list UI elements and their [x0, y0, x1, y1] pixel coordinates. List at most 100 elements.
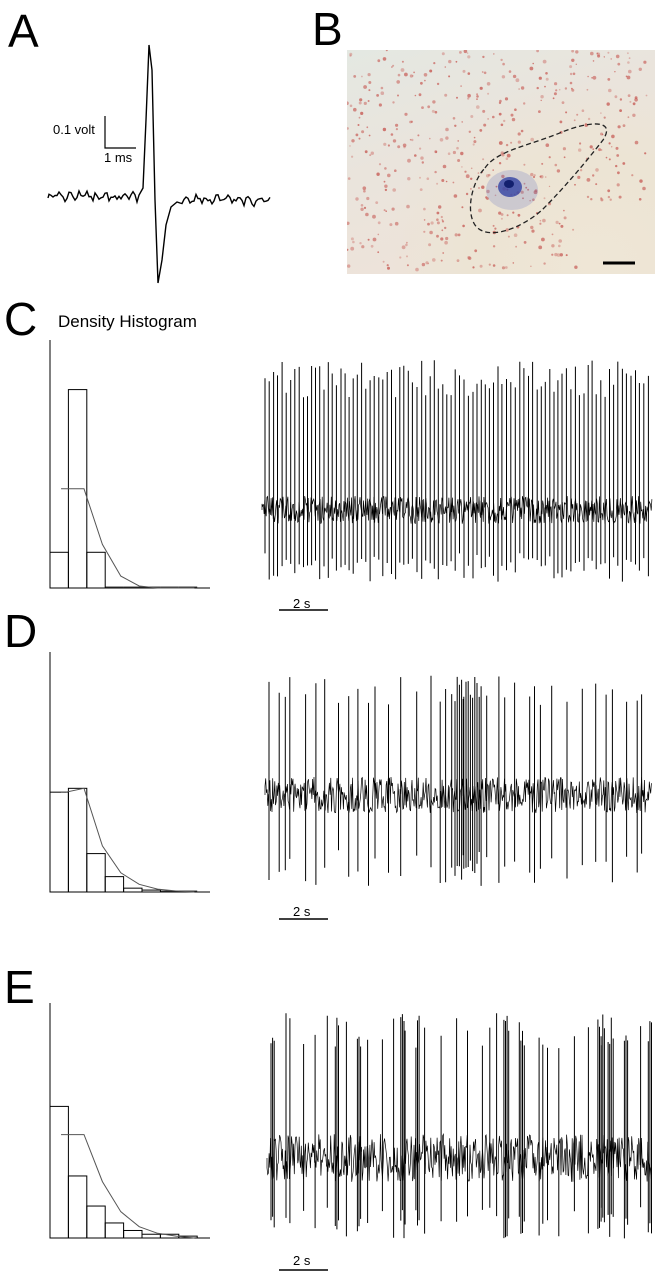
stained-cell: [529, 66, 534, 71]
stained-cell: [441, 219, 444, 221]
stained-cell: [370, 151, 374, 155]
stained-cell: [467, 97, 470, 100]
stained-cell: [608, 142, 611, 145]
nucleus-outline: [469, 123, 608, 234]
stained-cell: [460, 85, 462, 87]
stained-cell: [639, 179, 643, 183]
stained-cell: [367, 100, 370, 102]
stained-cell: [470, 115, 474, 118]
stained-cell: [369, 154, 372, 157]
stained-cell: [578, 148, 582, 152]
stained-cell: [473, 140, 477, 144]
stained-cell: [631, 174, 634, 177]
stained-cell: [444, 240, 448, 245]
stained-cell: [470, 188, 472, 190]
stained-cell: [532, 198, 535, 201]
stained-cell: [359, 242, 362, 245]
stained-cell: [540, 95, 544, 99]
stained-cell: [530, 265, 532, 267]
stained-cell: [350, 246, 355, 251]
stained-cell: [444, 66, 447, 68]
stained-cell: [448, 75, 451, 78]
stained-cell: [642, 186, 646, 191]
stained-cell: [555, 220, 559, 224]
stained-cell: [360, 111, 364, 115]
stained-cell: [505, 157, 509, 160]
stained-cell: [407, 177, 411, 181]
stained-cell: [505, 143, 509, 147]
stained-cell: [464, 170, 467, 173]
stained-cell: [415, 267, 419, 272]
density-fit-curve: [61, 488, 195, 589]
stained-cell: [551, 253, 554, 256]
stained-cell: [485, 196, 488, 199]
stained-cell: [423, 230, 426, 233]
stained-cell: [517, 140, 521, 144]
stained-cell: [429, 69, 433, 73]
voltage-scale-label: 0.1 volt: [53, 122, 95, 137]
stained-cell: [436, 234, 439, 238]
stained-cell: [498, 141, 503, 145]
stained-cell: [571, 88, 575, 92]
stained-cell: [498, 112, 502, 116]
stained-cell: [459, 51, 462, 54]
stained-cell: [512, 74, 517, 79]
stained-cell: [452, 150, 456, 155]
histogram-e: [49, 1003, 210, 1239]
stained-cell: [351, 155, 354, 158]
stained-cell: [358, 116, 361, 119]
stained-cell: [457, 140, 459, 142]
stained-cell: [501, 153, 505, 157]
stained-cell: [468, 130, 471, 133]
stained-cell: [385, 210, 387, 212]
stained-cell: [442, 164, 447, 169]
stained-cell: [363, 189, 366, 193]
stained-cell: [619, 109, 622, 112]
stained-cell: [559, 120, 563, 124]
stained-cell: [479, 264, 483, 268]
stained-cell: [607, 195, 611, 199]
stained-cell: [441, 179, 445, 182]
stained-cell: [600, 132, 603, 136]
stained-cell: [404, 112, 408, 116]
stained-cell: [456, 259, 460, 262]
histogram-bar: [49, 1105, 69, 1239]
stained-cell: [565, 111, 568, 114]
stained-cell: [404, 72, 408, 77]
stained-cell: [363, 206, 367, 209]
spike-trace-e: [266, 1013, 652, 1239]
stained-cell: [440, 259, 443, 262]
stained-cell: [627, 116, 630, 119]
stained-cell: [571, 50, 574, 53]
stained-cell: [412, 75, 414, 77]
stained-cell: [377, 233, 380, 236]
stained-cell: [391, 66, 393, 68]
stained-cell: [529, 200, 531, 202]
stained-cell: [382, 57, 387, 61]
stained-cell: [608, 88, 612, 93]
stained-cell: [511, 117, 516, 122]
stained-cell: [372, 214, 376, 219]
stained-cell: [595, 168, 599, 172]
stained-cell: [638, 198, 642, 201]
stained-cell: [447, 152, 451, 155]
stained-cell: [349, 52, 353, 56]
stained-cell: [364, 150, 368, 154]
stained-cell: [377, 221, 381, 225]
stained-cell: [603, 116, 606, 119]
stained-cell: [347, 127, 349, 130]
stained-cell: [563, 209, 565, 212]
stained-cell: [600, 198, 604, 202]
stained-cell: [467, 55, 471, 59]
stained-cell: [418, 93, 422, 97]
stained-cell: [492, 115, 495, 119]
stained-cell: [527, 188, 530, 191]
stained-cell: [457, 233, 461, 237]
stained-cell: [349, 54, 352, 57]
stained-cell: [488, 173, 491, 177]
stained-cell: [383, 142, 387, 146]
stained-cell: [530, 137, 534, 142]
stained-cell: [523, 163, 526, 166]
stained-cell: [368, 89, 371, 92]
stained-cell: [419, 147, 422, 150]
